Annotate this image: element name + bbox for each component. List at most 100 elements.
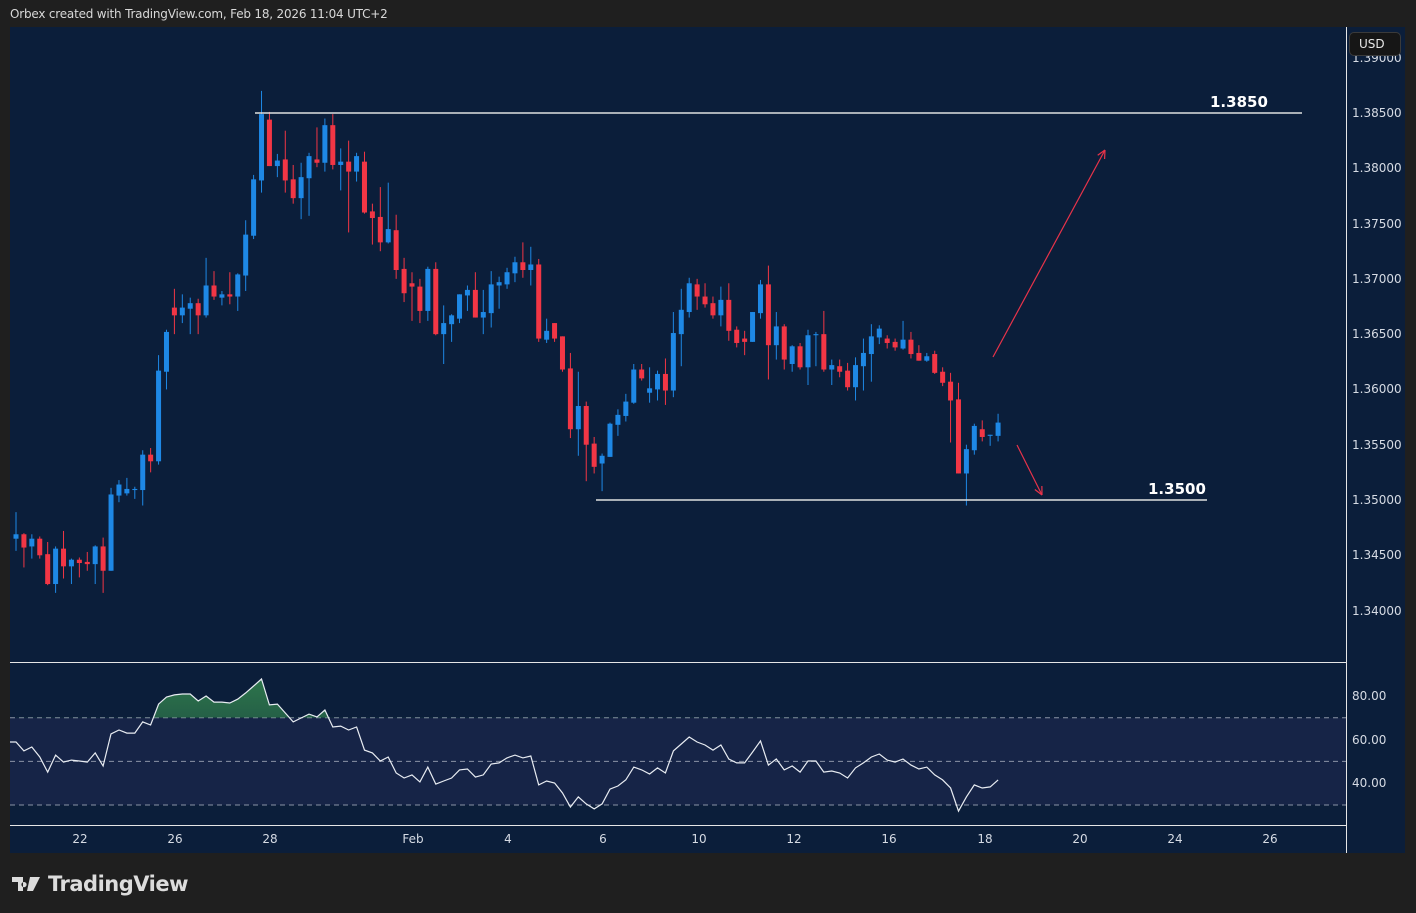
candle xyxy=(322,118,328,172)
candle-body xyxy=(860,352,866,367)
candle xyxy=(750,312,756,342)
candle xyxy=(552,323,558,342)
currency-button[interactable]: USD xyxy=(1349,32,1401,56)
candle-body xyxy=(591,443,597,467)
candle-body xyxy=(607,423,613,457)
time-axis-label: 10 xyxy=(691,832,707,846)
candle-body xyxy=(694,284,700,297)
candle-body xyxy=(464,289,470,296)
rsi-line xyxy=(9,677,999,813)
candle-body xyxy=(892,341,898,348)
candle xyxy=(243,220,249,292)
candle xyxy=(900,320,906,350)
candle xyxy=(805,329,811,386)
candle-body xyxy=(179,307,185,316)
candle-body xyxy=(84,561,90,565)
candle-body xyxy=(401,268,407,294)
candle xyxy=(393,214,399,279)
candle-body xyxy=(393,230,399,271)
candle xyxy=(338,148,344,191)
candle xyxy=(401,257,407,303)
candle xyxy=(425,266,431,321)
rsi-pane xyxy=(9,677,999,813)
time-axis-label: 6 xyxy=(599,832,607,846)
candle-body xyxy=(203,285,209,316)
candle-body xyxy=(488,284,494,314)
candle-body xyxy=(599,455,605,464)
price-axis-label: 1.38000 xyxy=(1352,161,1402,176)
candle xyxy=(987,434,993,446)
candle xyxy=(876,325,882,345)
candle-body xyxy=(702,296,708,305)
candle-body xyxy=(971,425,977,451)
candle-body xyxy=(955,399,961,474)
candle xyxy=(266,111,272,167)
candle-body xyxy=(21,534,27,548)
candle xyxy=(773,312,779,360)
candle xyxy=(314,127,320,168)
tradingview-logo[interactable]: TradingView xyxy=(12,872,188,896)
candle xyxy=(346,140,352,233)
candle-body xyxy=(765,284,771,346)
candle-body xyxy=(813,334,819,336)
time-axis-label: 20 xyxy=(1072,832,1088,846)
candle xyxy=(575,371,581,456)
candle-body xyxy=(987,434,993,436)
candle-body xyxy=(472,289,478,318)
candle xyxy=(694,278,700,310)
rsi-axis-label: 80.00 xyxy=(1352,689,1387,703)
candle-body xyxy=(163,331,169,372)
candle xyxy=(274,153,280,178)
candle-body xyxy=(631,369,637,403)
candle-body xyxy=(195,303,201,316)
candle xyxy=(607,422,613,457)
candle-body xyxy=(837,366,843,372)
candle-body xyxy=(805,335,811,368)
annotation-arrows[interactable] xyxy=(992,149,1106,496)
candle xyxy=(504,267,510,289)
rsi-axis-label: 60.00 xyxy=(1352,732,1387,747)
time-axis-label: 18 xyxy=(977,832,993,846)
candle-body xyxy=(726,299,732,331)
down-arrow-icon[interactable] xyxy=(1016,444,1043,496)
candle-body xyxy=(979,429,985,437)
candle-body xyxy=(433,268,439,335)
candle xyxy=(963,444,969,506)
candle xyxy=(678,288,684,367)
candle xyxy=(187,297,193,335)
candle xyxy=(979,420,985,442)
candle-body xyxy=(274,160,280,167)
level-lines[interactable] xyxy=(255,112,1302,501)
candle-body xyxy=(567,368,573,430)
candle xyxy=(108,487,114,571)
candle xyxy=(179,294,185,324)
candle-body xyxy=(916,352,922,361)
up-arrow-icon[interactable] xyxy=(992,149,1106,358)
candle xyxy=(100,537,106,593)
candle xyxy=(457,294,463,324)
candle xyxy=(813,331,819,367)
price-axis-label: 1.34500 xyxy=(1352,548,1402,563)
candle-body xyxy=(219,294,225,298)
candle xyxy=(631,363,637,404)
rsi-overbought-fill xyxy=(16,679,999,718)
price-axis-label: 1.36500 xyxy=(1352,327,1402,342)
candle-body xyxy=(575,406,581,430)
candle-body xyxy=(148,454,154,462)
candle xyxy=(702,283,708,308)
candle xyxy=(686,277,692,318)
candle-body xyxy=(116,484,122,496)
candle-body xyxy=(757,284,763,314)
candle-body xyxy=(298,177,304,199)
candle-body xyxy=(441,323,447,335)
candle xyxy=(369,203,375,245)
candle-body xyxy=(61,548,67,567)
candle-body xyxy=(536,264,542,339)
candle-body xyxy=(100,546,106,571)
candle xyxy=(520,242,526,278)
candle-body xyxy=(552,323,558,339)
candle xyxy=(409,272,415,321)
candle-body xyxy=(92,546,98,565)
logo-text: TradingView xyxy=(48,872,188,896)
